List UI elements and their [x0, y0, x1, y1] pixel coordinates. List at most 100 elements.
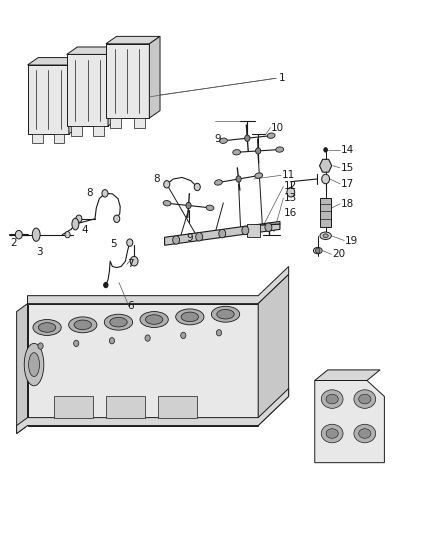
Ellipse shape [321, 424, 343, 443]
Circle shape [110, 337, 115, 344]
Polygon shape [315, 370, 380, 381]
Text: 10: 10 [271, 123, 284, 133]
Text: 9: 9 [186, 233, 193, 244]
Ellipse shape [28, 353, 39, 376]
Circle shape [196, 232, 203, 241]
Circle shape [104, 282, 108, 288]
Circle shape [76, 215, 82, 222]
Ellipse shape [212, 306, 240, 322]
Circle shape [265, 223, 272, 231]
Ellipse shape [217, 310, 234, 319]
Bar [106, 397, 145, 418]
Ellipse shape [255, 173, 263, 178]
Bar [53, 397, 93, 418]
Circle shape [219, 229, 226, 238]
Ellipse shape [163, 200, 171, 206]
Ellipse shape [33, 319, 61, 335]
Polygon shape [28, 304, 258, 425]
Polygon shape [67, 47, 119, 54]
Polygon shape [28, 58, 80, 65]
Polygon shape [53, 134, 64, 143]
Ellipse shape [354, 424, 376, 443]
Circle shape [287, 188, 295, 197]
Ellipse shape [233, 150, 240, 155]
Circle shape [186, 203, 191, 209]
Text: 6: 6 [127, 301, 134, 311]
Circle shape [173, 236, 180, 244]
Polygon shape [28, 266, 289, 304]
Ellipse shape [104, 314, 133, 330]
Ellipse shape [276, 147, 283, 152]
Ellipse shape [326, 394, 338, 404]
Text: 16: 16 [283, 208, 297, 218]
Polygon shape [28, 65, 69, 134]
Text: 1: 1 [279, 73, 286, 83]
Circle shape [164, 181, 170, 188]
Circle shape [316, 248, 320, 253]
Polygon shape [108, 47, 119, 126]
Ellipse shape [145, 315, 163, 324]
Polygon shape [320, 159, 332, 172]
Circle shape [102, 190, 108, 197]
Polygon shape [165, 221, 280, 245]
Circle shape [324, 148, 327, 152]
Circle shape [255, 148, 261, 154]
Circle shape [114, 215, 120, 222]
Ellipse shape [32, 228, 40, 241]
Text: 8: 8 [86, 188, 93, 198]
Ellipse shape [72, 218, 79, 230]
Text: 5: 5 [110, 239, 117, 249]
Circle shape [127, 239, 133, 246]
Ellipse shape [140, 312, 168, 327]
Ellipse shape [314, 247, 322, 254]
Polygon shape [110, 118, 121, 127]
Circle shape [74, 340, 79, 346]
Polygon shape [17, 389, 289, 433]
Text: 3: 3 [36, 247, 43, 257]
Circle shape [216, 329, 222, 336]
Ellipse shape [206, 205, 214, 211]
Text: 12: 12 [284, 181, 297, 191]
Polygon shape [93, 126, 104, 135]
Ellipse shape [74, 320, 92, 329]
Polygon shape [67, 54, 108, 126]
Circle shape [194, 183, 200, 191]
Text: 7: 7 [127, 260, 134, 269]
Text: 4: 4 [82, 225, 88, 236]
Polygon shape [106, 44, 149, 118]
Ellipse shape [215, 180, 223, 185]
Ellipse shape [69, 317, 97, 333]
Polygon shape [71, 126, 82, 135]
Circle shape [245, 135, 250, 141]
Text: 8: 8 [154, 174, 160, 184]
Text: 17: 17 [341, 179, 354, 189]
Ellipse shape [321, 390, 343, 408]
Ellipse shape [24, 343, 44, 386]
Text: 20: 20 [332, 249, 345, 260]
Text: 2: 2 [10, 238, 17, 248]
Circle shape [15, 230, 22, 239]
Ellipse shape [323, 234, 328, 238]
Circle shape [242, 226, 249, 235]
Ellipse shape [267, 133, 275, 139]
Circle shape [65, 231, 70, 238]
Ellipse shape [110, 317, 127, 327]
Bar [321, 198, 331, 227]
Circle shape [145, 335, 150, 341]
Bar [247, 224, 260, 237]
Text: 9: 9 [215, 134, 221, 144]
Ellipse shape [326, 429, 338, 438]
Polygon shape [32, 134, 43, 143]
Bar [158, 397, 197, 418]
Polygon shape [149, 36, 160, 118]
Ellipse shape [354, 390, 376, 408]
Text: 14: 14 [341, 145, 354, 155]
Text: 18: 18 [341, 199, 354, 209]
Ellipse shape [176, 309, 204, 325]
Polygon shape [315, 381, 385, 463]
Ellipse shape [219, 138, 227, 143]
Text: 11: 11 [282, 171, 295, 180]
Ellipse shape [359, 429, 371, 438]
Circle shape [236, 176, 241, 182]
Ellipse shape [39, 322, 56, 332]
